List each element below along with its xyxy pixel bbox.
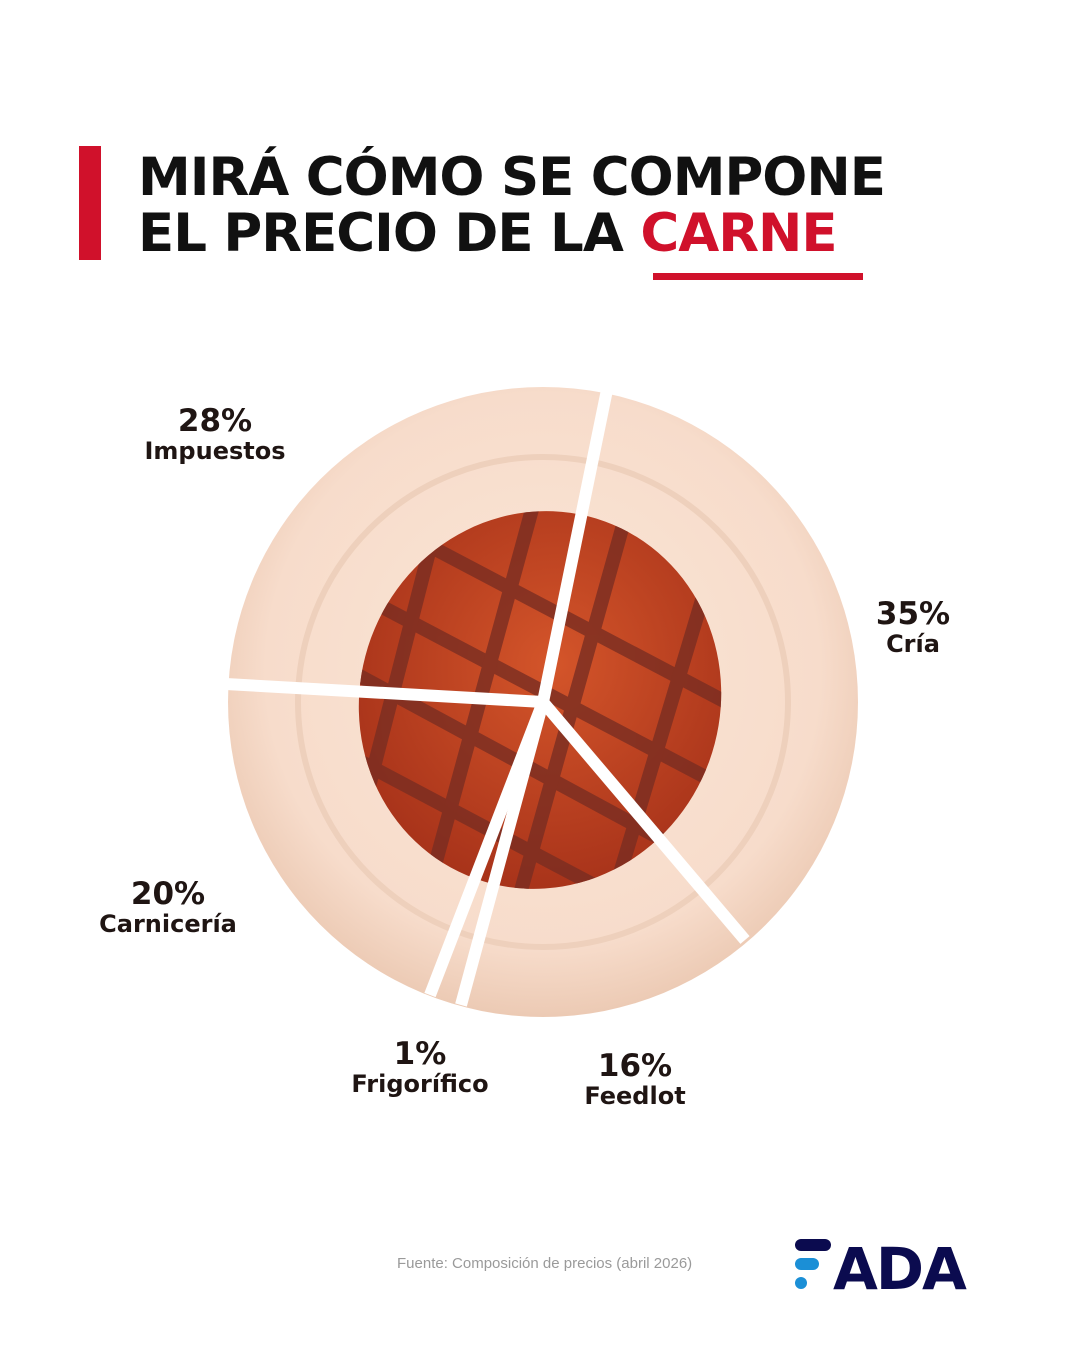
label-pct: 20% bbox=[130, 876, 206, 912]
title-accent-word: CARNE bbox=[640, 203, 837, 264]
title-line-2-prefix: EL PRECIO DE LA bbox=[138, 203, 641, 264]
label-name: Carnicería bbox=[99, 910, 237, 938]
label-name: Frigorífico bbox=[351, 1070, 489, 1098]
slice-dividers bbox=[225, 383, 750, 1007]
label-pct: 16% bbox=[597, 1048, 673, 1084]
label-pct: 28% bbox=[177, 403, 253, 439]
label-pct: 1% bbox=[393, 1036, 447, 1072]
fada-logo: ADA bbox=[795, 1237, 969, 1293]
label-feedlot: 16% Feedlot bbox=[560, 1050, 710, 1110]
title-accent-bar bbox=[79, 146, 101, 260]
source-note: Fuente: Composición de precios (abril 20… bbox=[397, 1255, 693, 1272]
label-carniceria: 20% Carnicería bbox=[72, 878, 264, 938]
title-underline bbox=[653, 273, 863, 280]
label-name: Cría bbox=[886, 630, 940, 658]
label-frigorifico: 1% Frigorífico bbox=[325, 1038, 515, 1098]
label-impuestos: 28% Impuestos bbox=[120, 405, 310, 465]
page-title: MIRÁ CÓMO SE COMPONE EL PRECIO DE LA CAR… bbox=[138, 147, 886, 262]
label-name: Impuestos bbox=[144, 437, 286, 465]
title-line-2: EL PRECIO DE LA CARNE bbox=[138, 206, 885, 262]
label-name: Feedlot bbox=[584, 1082, 686, 1110]
label-pct: 35% bbox=[875, 596, 951, 632]
label-cria: 35% Cría bbox=[838, 598, 988, 658]
title-line-1: MIRÁ CÓMO SE COMPONE bbox=[138, 147, 886, 208]
svg-text:ADA: ADA bbox=[833, 1237, 967, 1293]
